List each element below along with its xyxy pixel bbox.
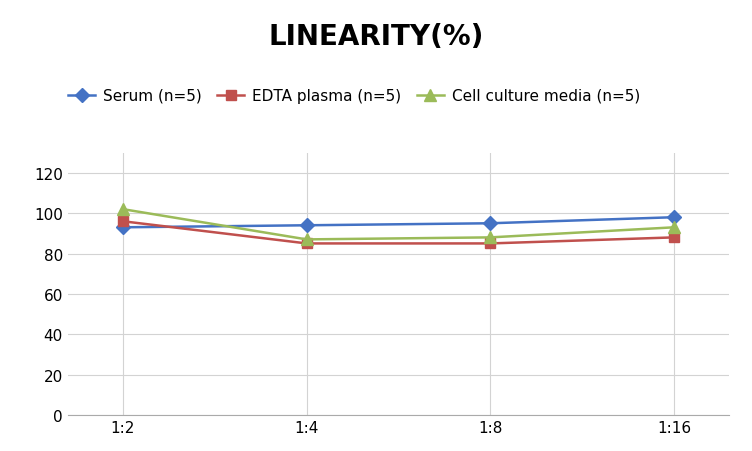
Legend: Serum (n=5), EDTA plasma (n=5), Cell culture media (n=5): Serum (n=5), EDTA plasma (n=5), Cell cul… bbox=[68, 89, 640, 104]
Serum (n=5) bbox=[118, 225, 127, 230]
Text: LINEARITY(%): LINEARITY(%) bbox=[268, 23, 484, 51]
EDTA plasma (n=5) bbox=[670, 235, 679, 240]
Serum (n=5) bbox=[670, 215, 679, 221]
Line: Cell culture media (n=5): Cell culture media (n=5) bbox=[117, 204, 680, 245]
Serum (n=5) bbox=[486, 221, 495, 226]
Cell culture media (n=5) bbox=[118, 207, 127, 212]
Line: EDTA plasma (n=5): EDTA plasma (n=5) bbox=[118, 217, 679, 249]
Line: Serum (n=5): Serum (n=5) bbox=[118, 213, 679, 233]
EDTA plasma (n=5) bbox=[118, 219, 127, 225]
Cell culture media (n=5) bbox=[670, 225, 679, 230]
Serum (n=5) bbox=[302, 223, 311, 229]
Cell culture media (n=5) bbox=[486, 235, 495, 240]
EDTA plasma (n=5) bbox=[486, 241, 495, 247]
EDTA plasma (n=5) bbox=[302, 241, 311, 247]
Cell culture media (n=5) bbox=[302, 237, 311, 243]
